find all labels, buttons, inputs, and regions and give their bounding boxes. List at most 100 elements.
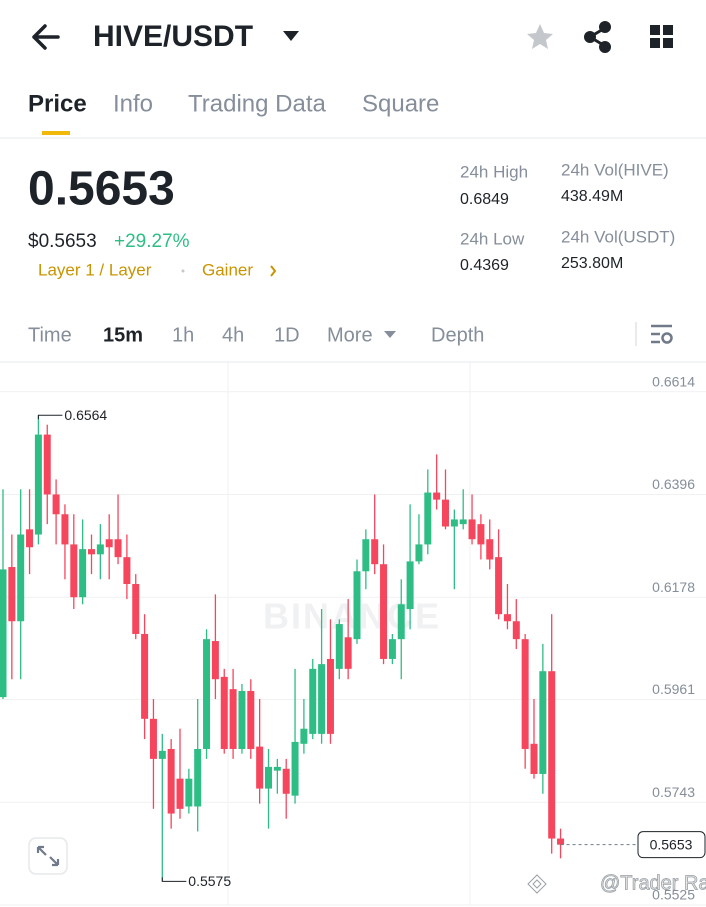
candle-body (344, 637, 352, 669)
interval-tab[interactable]: More (327, 324, 373, 346)
candle-body (318, 664, 326, 734)
settings-gear (661, 332, 673, 344)
candle-body (530, 743, 538, 774)
candle-body (548, 671, 556, 839)
candle-body (123, 557, 131, 585)
share-dot (584, 31, 596, 43)
tag-chevron (270, 265, 277, 277)
candle-body (79, 549, 87, 598)
interval-tab[interactable]: 1D (274, 324, 300, 346)
candle-body (353, 571, 361, 640)
y-tick-label: 0.6614 (652, 373, 695, 389)
chart-settings[interactable] (651, 324, 673, 344)
y-tick-label: 0.6396 (652, 476, 695, 492)
candle-body (52, 494, 60, 515)
candle-body (326, 658, 334, 734)
high-label: 0.6564 (64, 407, 107, 423)
candle-body (415, 544, 423, 562)
y-tick-label: 0.5743 (652, 784, 695, 800)
candle-body (176, 778, 184, 809)
stat-value: 253.80M (561, 255, 623, 272)
tag-separator (181, 269, 185, 273)
expand-icon (36, 845, 60, 867)
last-price-label: 0.5653 (650, 836, 693, 852)
stat-value: 438.49M (561, 188, 623, 205)
y-tick-label: 0.6178 (652, 579, 695, 595)
fiat-price: $0.5653 (28, 231, 97, 252)
interval-tab[interactable]: Depth (431, 324, 484, 346)
candle-body (96, 544, 104, 555)
tab[interactable]: Price (28, 90, 87, 117)
candle-body (194, 748, 202, 807)
pair-title[interactable]: HIVE/USDT (93, 20, 253, 53)
stat-label: 24h High (460, 162, 528, 181)
candle-body (105, 539, 113, 548)
favorite-star[interactable] (527, 24, 553, 49)
interval-tab[interactable]: 1h (172, 324, 194, 346)
candle-body (17, 534, 25, 622)
low-leader (161, 877, 187, 882)
candle-body (557, 838, 565, 845)
expand-button[interactable] (28, 837, 68, 875)
tab[interactable]: Square (362, 90, 439, 117)
interval-tab[interactable]: Time (28, 324, 72, 346)
candle-body (397, 604, 405, 640)
candle-body (132, 584, 140, 634)
interval-tab[interactable]: 4h (222, 324, 244, 346)
candle-body (141, 633, 149, 719)
candle-body (203, 639, 211, 749)
share-button[interactable] (584, 21, 611, 53)
candle-body (265, 766, 272, 789)
grid-square (650, 38, 660, 48)
price-change: +29.27% (114, 231, 190, 252)
candle-body (185, 778, 193, 807)
candle-body (309, 668, 317, 734)
layout-button[interactable] (650, 25, 673, 48)
stat-value: 0.6849 (460, 191, 509, 208)
candle-body (512, 621, 520, 640)
last-price-box (637, 831, 706, 859)
candle-body (362, 539, 370, 572)
share-dot (599, 41, 611, 53)
low-label: 0.5575 (188, 873, 231, 889)
candle-body (88, 549, 95, 555)
candle-body (238, 691, 246, 749)
candle-body (380, 564, 388, 659)
active-tab-indicator (42, 131, 70, 135)
candle-body (371, 539, 379, 565)
candle-body (229, 689, 237, 749)
candle-body (167, 748, 175, 814)
watermark: @Trader Rai (600, 872, 706, 894)
back-arrow (32, 24, 60, 50)
tab[interactable]: Trading Data (188, 90, 327, 117)
y-tick-label: 0.5525 (652, 887, 695, 903)
grid-square (650, 25, 660, 35)
stat-label: 24h Low (460, 229, 525, 248)
candle-body (521, 639, 529, 749)
share-dot (599, 21, 611, 33)
candle-body (300, 728, 308, 744)
candle-body (114, 539, 122, 558)
expand-box (28, 837, 68, 875)
candle-body (282, 768, 290, 794)
grid-square (663, 38, 673, 48)
gainer-tag[interactable]: Gainer (202, 260, 253, 279)
sector-tag[interactable]: Layer 1 / Layer (38, 260, 152, 279)
more-dropdown[interactable] (384, 331, 396, 338)
stat-label: 24h Vol(HIVE) (561, 160, 669, 179)
candle-body (211, 641, 219, 680)
interval-tab[interactable]: 15m (103, 324, 143, 346)
tab[interactable]: Info (113, 90, 153, 117)
candle-body (459, 519, 467, 525)
pair-dropdown[interactable] (283, 31, 299, 41)
candle-body (406, 561, 414, 609)
candle-body (34, 434, 42, 535)
candle-body (149, 718, 157, 759)
candle-body (273, 766, 281, 771)
candle-body (388, 639, 396, 659)
candle-body (61, 514, 69, 545)
candle-body (335, 624, 343, 669)
high-leader (37, 414, 63, 420)
back-button[interactable] (32, 24, 60, 50)
candle-body (158, 750, 166, 759)
